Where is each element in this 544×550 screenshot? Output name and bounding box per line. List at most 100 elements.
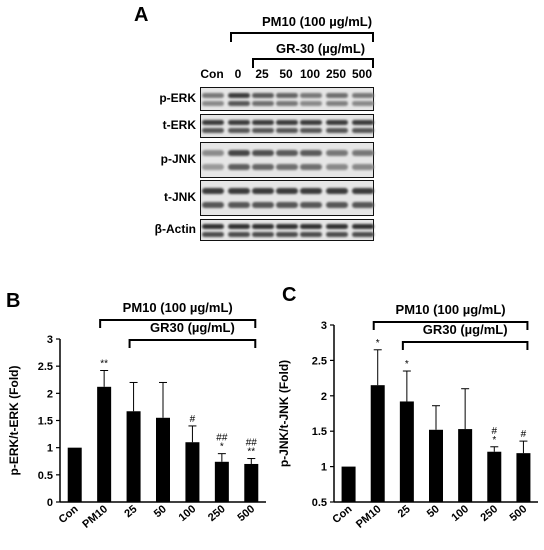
y-tick-label: 2.5 (38, 361, 53, 373)
bar (458, 429, 473, 502)
blot-band (202, 119, 224, 125)
lane-label: Con (200, 67, 224, 81)
blot-strip (200, 87, 374, 111)
blot-band (252, 150, 274, 156)
chart-p-jnk: 0.5 1 1.5 2 2.5 3 p-JNK/t-JNK (Fold) PM10 (100 … (277, 302, 538, 531)
y-axis-label: p-ERK/t-ERK (Fold) (7, 366, 21, 476)
blot-band (276, 202, 298, 208)
blot-treatment-bracket (230, 32, 374, 42)
significance-mark: # (521, 429, 527, 440)
blot-band (228, 92, 250, 98)
blot-sub-treatment-bracket (252, 58, 374, 68)
x-tick-label: 50 (425, 503, 442, 520)
y-tick-label: 0.5 (312, 497, 327, 509)
blot-band (202, 202, 224, 208)
lane-label: 25 (255, 67, 269, 81)
blot-band (252, 231, 274, 237)
blot-band (300, 231, 322, 237)
x-tick-label: 25 (122, 503, 139, 520)
significance-mark: ## (246, 438, 258, 449)
blot-row-label: p-JNK (160, 152, 196, 166)
blot-band (276, 119, 298, 125)
bar (156, 417, 170, 502)
treatment-label: PM10 (100 µg/mL) (123, 300, 233, 315)
blot-band (252, 164, 274, 170)
x-tick-label: 100 (177, 503, 199, 524)
x-tick-label: 25 (396, 503, 413, 520)
blot-band (300, 100, 322, 106)
blot-band (228, 119, 250, 125)
y-tick-label: 0 (47, 497, 53, 509)
blot-band (276, 100, 298, 106)
blot-band (276, 164, 298, 170)
blot-band (352, 100, 374, 106)
blot-band (326, 202, 348, 208)
lane-label: 0 (234, 67, 242, 81)
bar (429, 429, 443, 502)
lane-label: 500 (351, 67, 373, 81)
blot-band (252, 223, 274, 229)
y-tick-label: 3 (321, 320, 327, 332)
blot-band (202, 164, 224, 170)
blot-band (228, 164, 250, 170)
blot-band (202, 127, 224, 133)
blot-band (252, 127, 274, 133)
blot-band (352, 231, 374, 237)
blot-sub-treatment-label: GR-30 (µg/mL) (276, 41, 366, 56)
lane-label: 100 (299, 67, 321, 81)
treatment-label: PM10 (100 µg/mL) (396, 302, 506, 317)
x-tick-label: PM10 (80, 503, 110, 531)
blot-band (276, 92, 298, 98)
blot-band (228, 127, 250, 133)
blot-band (352, 188, 374, 194)
significance-mark: # (190, 414, 196, 425)
blot-band (228, 100, 250, 106)
x-tick-label: 500 (235, 503, 257, 524)
blot-band (252, 188, 274, 194)
blot-band (228, 202, 250, 208)
blot-band (300, 164, 322, 170)
panel-label-c: C (282, 284, 297, 306)
blot-band (276, 127, 298, 133)
panel-label-a: A (134, 4, 149, 26)
treatment-bracket (99, 319, 257, 328)
bar (487, 451, 502, 502)
blot-band (326, 231, 348, 237)
blot-band (300, 223, 322, 229)
x-tick-label: PM10 (354, 503, 384, 531)
blot-band (352, 164, 374, 170)
blot-band (326, 92, 348, 98)
bar (214, 461, 229, 502)
blot-band (252, 100, 274, 106)
y-axis-label: p-JNK/t-JNK (Fold) (277, 360, 291, 467)
y-tick-label: 2 (321, 391, 327, 403)
blot-band (202, 150, 224, 156)
x-tick-label: 100 (449, 503, 471, 524)
y-tick-label: 1 (321, 462, 327, 474)
significance-mark: * (376, 338, 380, 349)
y-tick-label: 1.5 (38, 416, 53, 428)
blot-band (252, 202, 274, 208)
y-tick-label: 2.5 (312, 355, 327, 367)
significance-mark: # (492, 426, 498, 437)
y-tick-label: 3 (47, 334, 53, 346)
x-tick-label: 50 (152, 503, 169, 520)
blot-band (352, 127, 374, 133)
blot-band (252, 119, 274, 125)
y-tick-label: 1.5 (312, 426, 327, 438)
blot-band (352, 223, 374, 229)
blot-band (276, 188, 298, 194)
chart-p-erk: 0 0.5 1 1.5 2 2.5 3 p-ERK/t-ERK (Fold) PM10 (100… (7, 300, 266, 531)
panel-label-b: B (6, 290, 21, 312)
blot-strip (200, 219, 374, 241)
blot-band (326, 100, 348, 106)
sub-treatment-label: GR30 (µg/mL) (150, 320, 235, 335)
blot-band (252, 92, 274, 98)
bar (126, 411, 141, 502)
blot-band (300, 127, 322, 133)
blot-band (300, 92, 322, 98)
blot-band (276, 231, 298, 237)
bar (516, 453, 531, 502)
blot-strip (200, 180, 374, 216)
x-tick-label: 250 (478, 503, 500, 524)
